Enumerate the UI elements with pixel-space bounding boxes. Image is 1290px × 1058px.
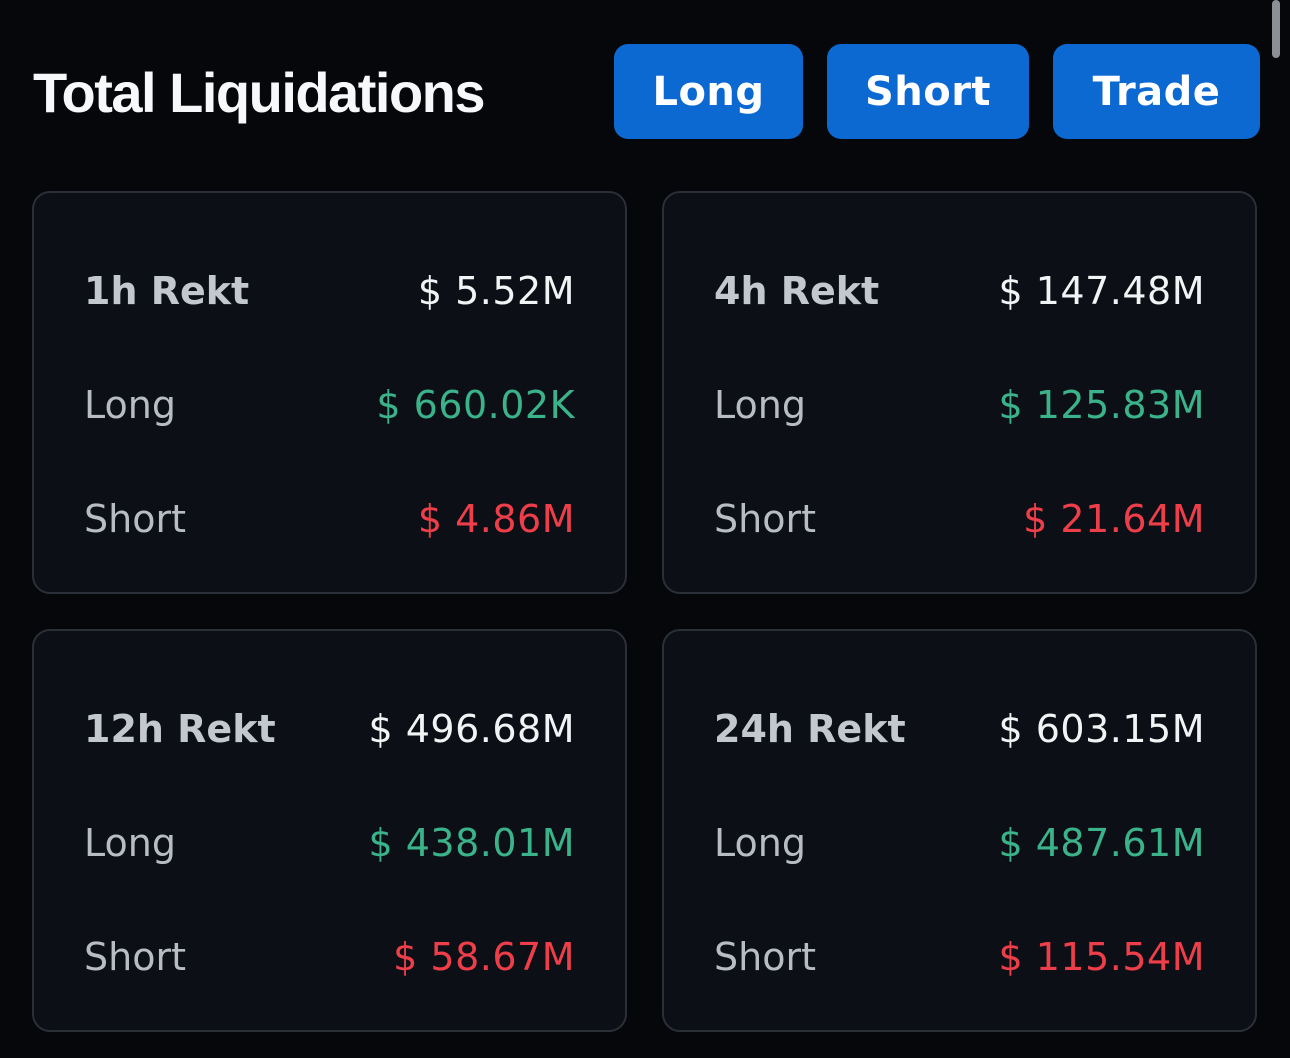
long-row: Long $ 487.61M	[714, 813, 1205, 873]
scrollbar[interactable]	[1272, 0, 1280, 58]
short-row: Short $ 21.64M	[714, 489, 1205, 549]
long-value: $ 660.02K	[376, 383, 575, 427]
period-label: 1h Rekt	[84, 269, 250, 313]
short-row: Short $ 58.67M	[84, 927, 575, 987]
long-label: Long	[714, 383, 806, 427]
short-row: Short $ 4.86M	[84, 489, 575, 549]
period-label: 12h Rekt	[84, 707, 276, 751]
period-label: 4h Rekt	[714, 269, 880, 313]
long-label: Long	[714, 821, 806, 865]
short-label: Short	[84, 497, 186, 541]
total-value: $ 147.48M	[998, 269, 1205, 313]
short-row: Short $ 115.54M	[714, 927, 1205, 987]
long-button[interactable]: Long	[614, 44, 803, 139]
short-value: $ 115.54M	[998, 935, 1205, 979]
long-value: $ 438.01M	[368, 821, 575, 865]
long-value: $ 125.83M	[998, 383, 1205, 427]
short-value: $ 58.67M	[393, 935, 575, 979]
long-row: Long $ 660.02K	[84, 375, 575, 435]
total-row: 12h Rekt $ 496.68M	[84, 699, 575, 759]
short-label: Short	[84, 935, 186, 979]
short-value: $ 21.64M	[1023, 497, 1205, 541]
long-label: Long	[84, 383, 176, 427]
page-header: Total Liquidations Long Short Trade	[0, 0, 1290, 170]
long-row: Long $ 438.01M	[84, 813, 575, 873]
liquidation-card-4h: 4h Rekt $ 147.48M Long $ 125.83M Short $…	[662, 191, 1257, 594]
page-title: Total Liquidations	[33, 61, 486, 124]
trade-button[interactable]: Trade	[1053, 44, 1260, 139]
total-row: 1h Rekt $ 5.52M	[84, 261, 575, 321]
liquidation-card-24h: 24h Rekt $ 603.15M Long $ 487.61M Short …	[662, 629, 1257, 1032]
long-value: $ 487.61M	[998, 821, 1205, 865]
total-value: $ 603.15M	[998, 707, 1205, 751]
liquidation-card-12h: 12h Rekt $ 496.68M Long $ 438.01M Short …	[32, 629, 627, 1032]
period-label: 24h Rekt	[714, 707, 906, 751]
total-value: $ 5.52M	[417, 269, 575, 313]
short-label: Short	[714, 935, 816, 979]
total-value: $ 496.68M	[368, 707, 575, 751]
short-label: Short	[714, 497, 816, 541]
liquidation-card-1h: 1h Rekt $ 5.52M Long $ 660.02K Short $ 4…	[32, 191, 627, 594]
long-row: Long $ 125.83M	[714, 375, 1205, 435]
short-button[interactable]: Short	[827, 44, 1029, 139]
total-row: 4h Rekt $ 147.48M	[714, 261, 1205, 321]
short-value: $ 4.86M	[417, 497, 575, 541]
long-label: Long	[84, 821, 176, 865]
total-row: 24h Rekt $ 603.15M	[714, 699, 1205, 759]
